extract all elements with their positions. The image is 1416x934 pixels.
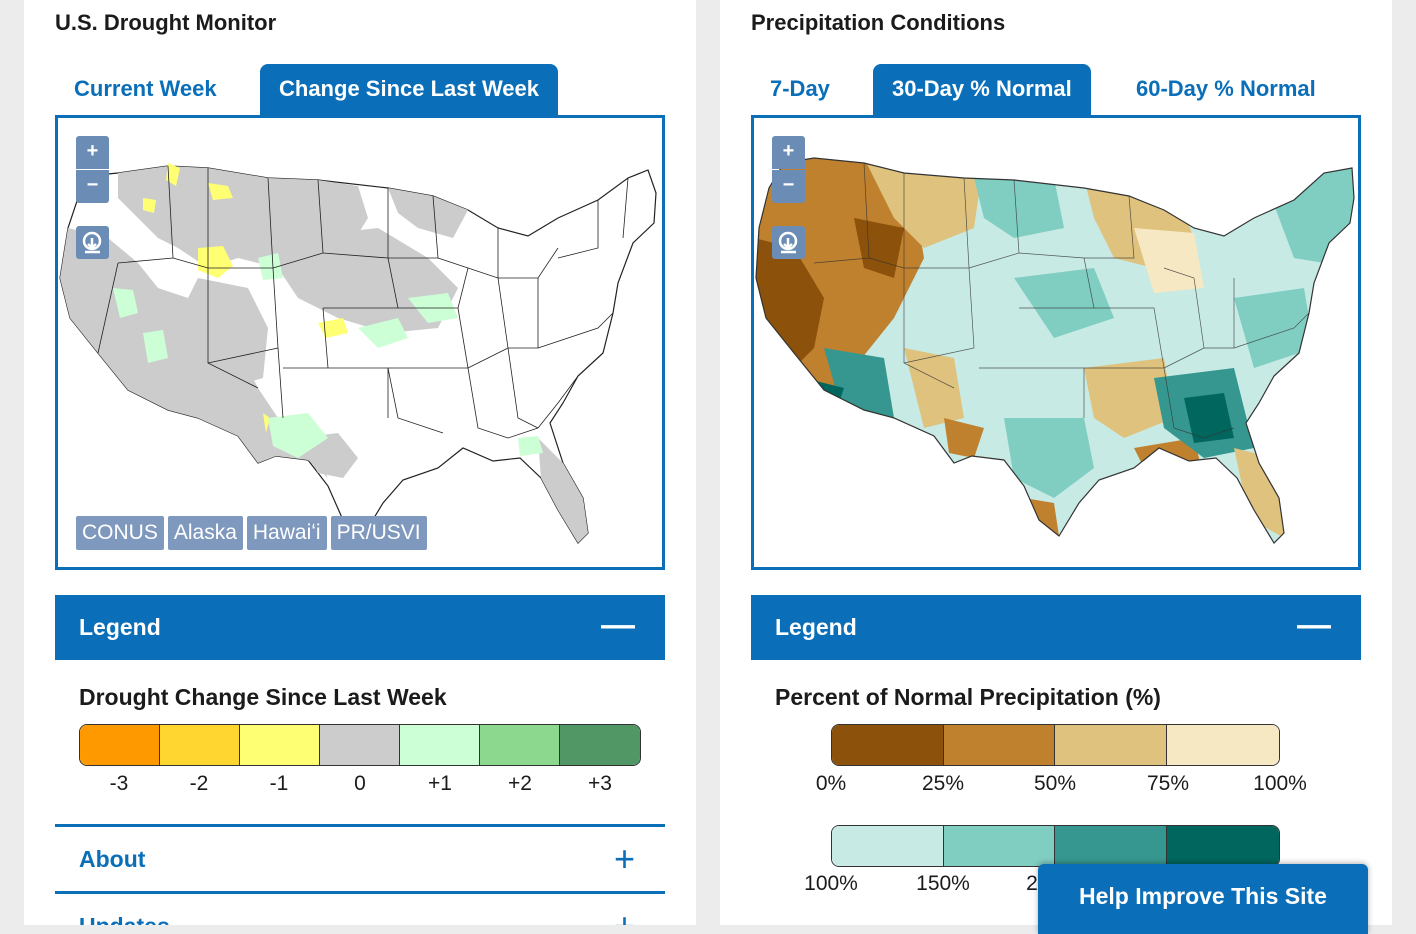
scale-tick: 2 [1026, 872, 1038, 895]
updates-accordion-label: Updates [79, 894, 665, 925]
scale-cell-plus-3 [560, 725, 640, 765]
scale-cell-zero [320, 725, 400, 765]
scale-cell-75-100 [1166, 725, 1279, 765]
scale-cell-0-25 [832, 725, 944, 765]
scale-cell-25-50 [943, 725, 1055, 765]
panel-title: Precipitation Conditions [751, 10, 1006, 35]
tab-30-day-percent-normal[interactable]: 30-Day % Normal [873, 64, 1091, 115]
tab-7-day[interactable]: 7-Day [770, 76, 830, 101]
scale-cell-minus-1 [240, 725, 320, 765]
scale-tick: -2 [189, 772, 209, 795]
scale-tick: 75% [1146, 772, 1190, 795]
about-accordion-label: About [79, 846, 146, 872]
scale-cell-minus-2 [160, 725, 240, 765]
precip-dry-scale [831, 724, 1280, 766]
scale-tick: 25% [921, 772, 965, 795]
scale-tick: +2 [508, 772, 532, 795]
us-drought-change-map [59, 163, 657, 544]
legend-header[interactable]: Legend — [751, 595, 1361, 660]
scale-tick: +1 [428, 772, 452, 795]
tab-60-day-percent-normal[interactable]: 60-Day % Normal [1136, 76, 1316, 101]
scale-tick: 100% [804, 872, 858, 895]
region-conus-button[interactable]: CONUS [76, 516, 164, 550]
legend-header-label: Legend [79, 614, 161, 640]
download-glyph [82, 231, 102, 254]
scale-cell-minus-3 [80, 725, 160, 765]
scale-tick: 150% [916, 872, 970, 895]
tab-change-since-last-week[interactable]: Change Since Last Week [260, 64, 559, 115]
collapse-icon[interactable]: — [601, 606, 635, 644]
scale-tick: 0 [354, 772, 366, 795]
download-icon[interactable] [76, 226, 109, 259]
scale-tick: -1 [269, 772, 289, 795]
download-icon[interactable] [772, 226, 805, 259]
download-glyph [778, 231, 798, 254]
region-pr-usvi-button[interactable]: PR/USVI [330, 516, 427, 550]
zoom-in-button[interactable]: + [772, 136, 805, 169]
scale-cell-plus-2 [480, 725, 560, 765]
tab-current-week[interactable]: Current Week [74, 76, 217, 101]
scale-tick: 50% [1033, 772, 1077, 795]
zoom-out-button[interactable]: − [76, 170, 109, 203]
scale-cell-150-200 [943, 826, 1055, 866]
expand-icon[interactable]: + [614, 894, 635, 925]
scale-cell-200-300 [1055, 826, 1167, 866]
updates-accordion[interactable]: Updates + [55, 891, 665, 925]
expand-icon[interactable]: + [613, 838, 635, 879]
legend-title: Drought Change Since Last Week [79, 684, 447, 710]
scale-cell-300-plus [1166, 826, 1279, 866]
legend-title: Percent of Normal Precipitation (%) [775, 684, 1161, 710]
about-accordion[interactable]: About + [55, 824, 665, 892]
precipitation-panel: Precipitation Conditions 7-Day 30-Day % … [720, 0, 1392, 925]
precip-wet-scale [831, 825, 1280, 867]
precipitation-map[interactable]: + − [751, 115, 1361, 570]
region-hawaii-button[interactable]: Hawaiʻi [246, 516, 327, 550]
scale-tick: 0% [815, 772, 847, 795]
scale-cell-100-150 [832, 826, 944, 866]
drought-change-scale [79, 724, 641, 766]
region-alaska-button[interactable]: Alaska [167, 516, 243, 550]
panel-title: U.S. Drought Monitor [55, 10, 277, 35]
scale-cell-50-75 [1055, 725, 1167, 765]
scale-tick: 100% [1253, 772, 1307, 795]
us-precipitation-map [755, 157, 1355, 544]
scale-tick: -3 [109, 772, 129, 795]
drought-map[interactable]: + − CONUS Alaska Hawaiʻi PR/USVI [55, 115, 665, 570]
legend-header-label: Legend [775, 614, 857, 640]
scale-tick: +3 [588, 772, 612, 795]
region-switcher: CONUS Alaska Hawaiʻi PR/USVI [76, 516, 427, 550]
scale-cell-plus-1 [400, 725, 480, 765]
legend-header[interactable]: Legend — [55, 595, 665, 660]
collapse-icon[interactable]: — [1297, 606, 1331, 644]
zoom-in-button[interactable]: + [76, 136, 109, 169]
help-improve-site-button[interactable]: Help Improve This Site [1038, 864, 1368, 934]
zoom-out-button[interactable]: − [772, 170, 805, 203]
drought-monitor-panel: U.S. Drought Monitor Current Week Change… [24, 0, 696, 925]
